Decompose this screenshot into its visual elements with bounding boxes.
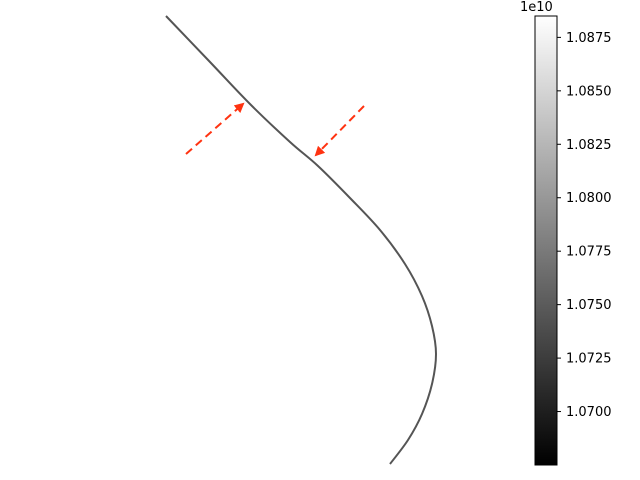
colorbar-tick-label: 1.0750 [566,298,612,313]
colorbar-tick-label: 1.0725 [566,352,612,367]
colorbar-offset-text: 1e10 [520,0,553,15]
data-curve [165,15,438,465]
annotation-arrow-1 [185,102,245,155]
colorbar-ticks: 1.0700 1.0725 1.0750 1.0775 1.0800 1.0825 1.08… [557,31,612,420]
colorbar: 1e10 1.0700 1.0725 1.0750 1.0775 1.0800 1.082… [520,0,612,466]
annotations [185,102,365,157]
annotation-arrow-2 [314,105,365,157]
plot-area [165,15,438,465]
colorbar-tick-label: 1.0825 [566,138,612,153]
colorbar-tick-label: 1.0850 [566,84,612,99]
colorbar-tick-label: 1.0800 [566,191,612,206]
colorbar-tick-label: 1.0700 [566,405,612,420]
colorbar-tick-label: 1.0775 [566,245,612,260]
colorbar-tick-label: 1.0875 [566,31,612,46]
colorbar-gradient [534,15,558,466]
